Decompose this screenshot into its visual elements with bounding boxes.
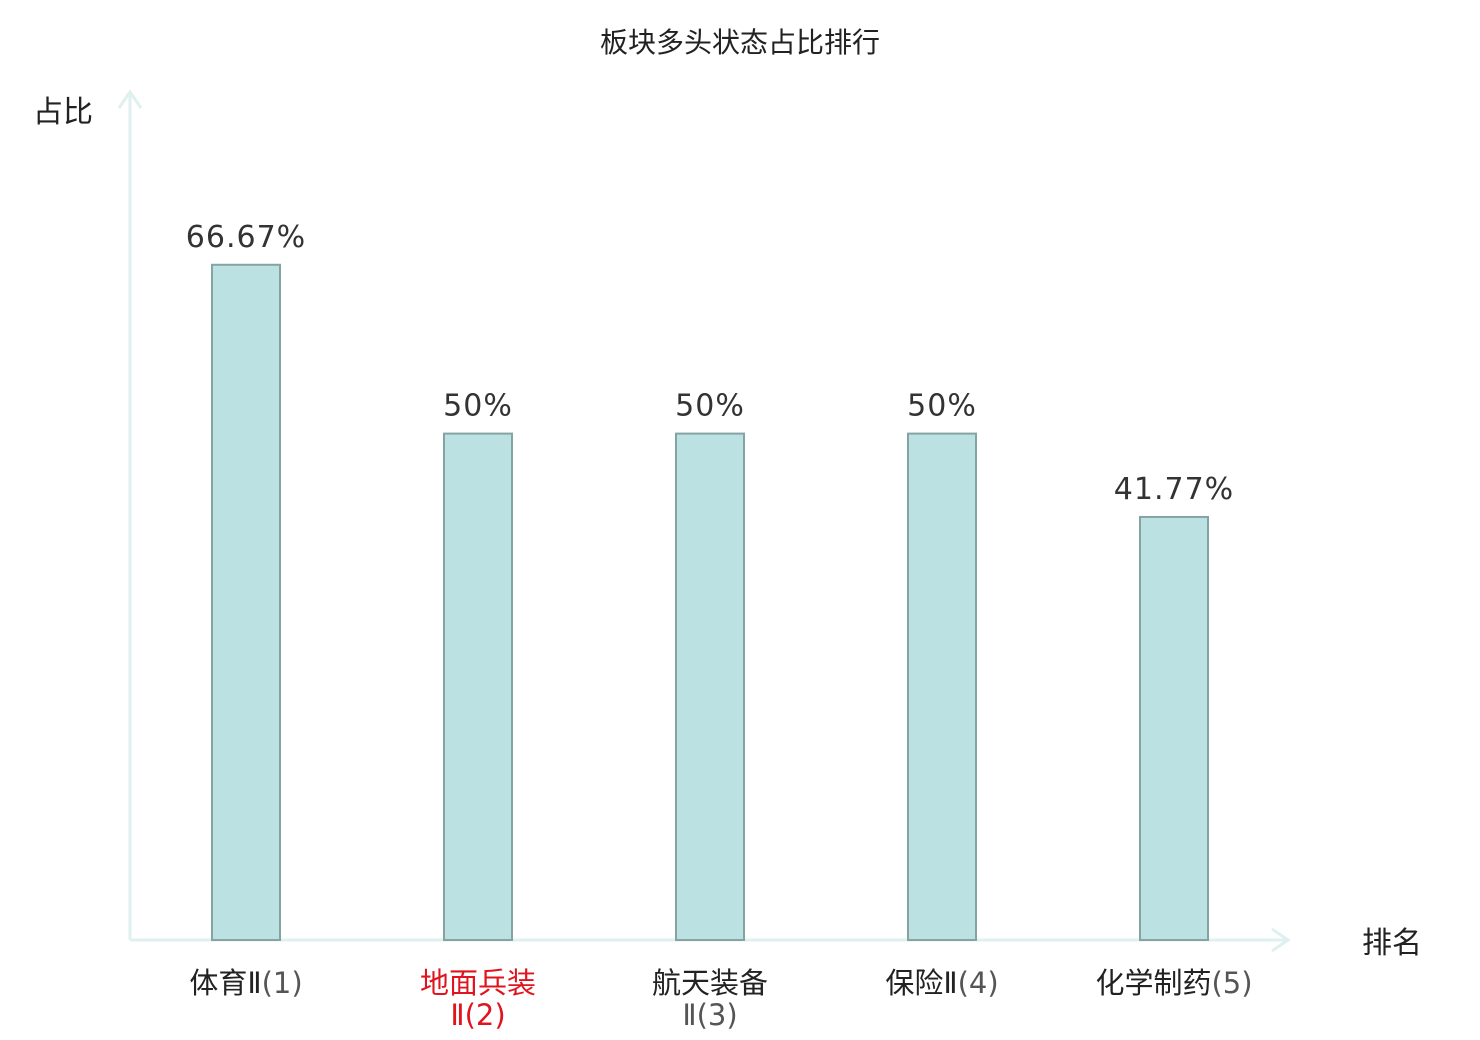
y-axis-title: 占比 — [33, 95, 93, 130]
category-name-2: 地面兵装 — [420, 966, 536, 1000]
x-axis-arrow — [1271, 927, 1291, 953]
bar-3 — [675, 432, 745, 941]
category-name-3: 航天装备 — [652, 966, 768, 1000]
category-name-4: 保险Ⅱ — [885, 966, 957, 1000]
value-label-4: 50% — [907, 389, 977, 424]
category-label-4: 保险Ⅱ(4) — [885, 966, 998, 1000]
value-label-3: 50% — [675, 389, 745, 424]
category-rank-3: Ⅱ(3) — [682, 998, 737, 1032]
y-axis-arrow — [117, 89, 143, 109]
category-label-1: 体育Ⅱ(1) — [189, 966, 302, 1000]
bar-5 — [1139, 515, 1209, 941]
category-rank-1: (1) — [262, 966, 303, 1000]
category-name-5: 化学制药 — [1095, 966, 1211, 1000]
category-rank-4: (4) — [958, 966, 999, 1000]
bar-1 — [211, 263, 281, 941]
bar-2 — [443, 432, 513, 941]
bar-4 — [907, 432, 977, 941]
category-labels: 体育Ⅱ(1) 地面兵装 Ⅱ(2) 航天装备 Ⅱ(3) 保险Ⅱ(4) 化学制药(5) — [189, 966, 1252, 1032]
category-label-3: 航天装备 Ⅱ(3) — [652, 966, 768, 1032]
category-label-5: 化学制药(5) — [1095, 966, 1252, 1000]
value-labels: 66.67% 50% 50% 50% 41.77% — [186, 220, 1234, 507]
value-label-1: 66.67% — [186, 220, 306, 255]
bars — [211, 263, 1209, 941]
category-label-2: 地面兵装 Ⅱ(2) — [420, 966, 536, 1032]
x-axis-title: 排名 — [1362, 926, 1422, 961]
value-label-2: 50% — [443, 389, 513, 424]
category-name-1: 体育Ⅱ — [189, 966, 261, 1000]
value-label-5: 41.77% — [1114, 472, 1234, 507]
category-rank-5: (5) — [1211, 966, 1252, 1000]
chart-title: 板块多头状态占比排行 — [600, 26, 880, 59]
y-axis — [117, 89, 143, 940]
category-rank-2: Ⅱ(2) — [450, 998, 505, 1032]
